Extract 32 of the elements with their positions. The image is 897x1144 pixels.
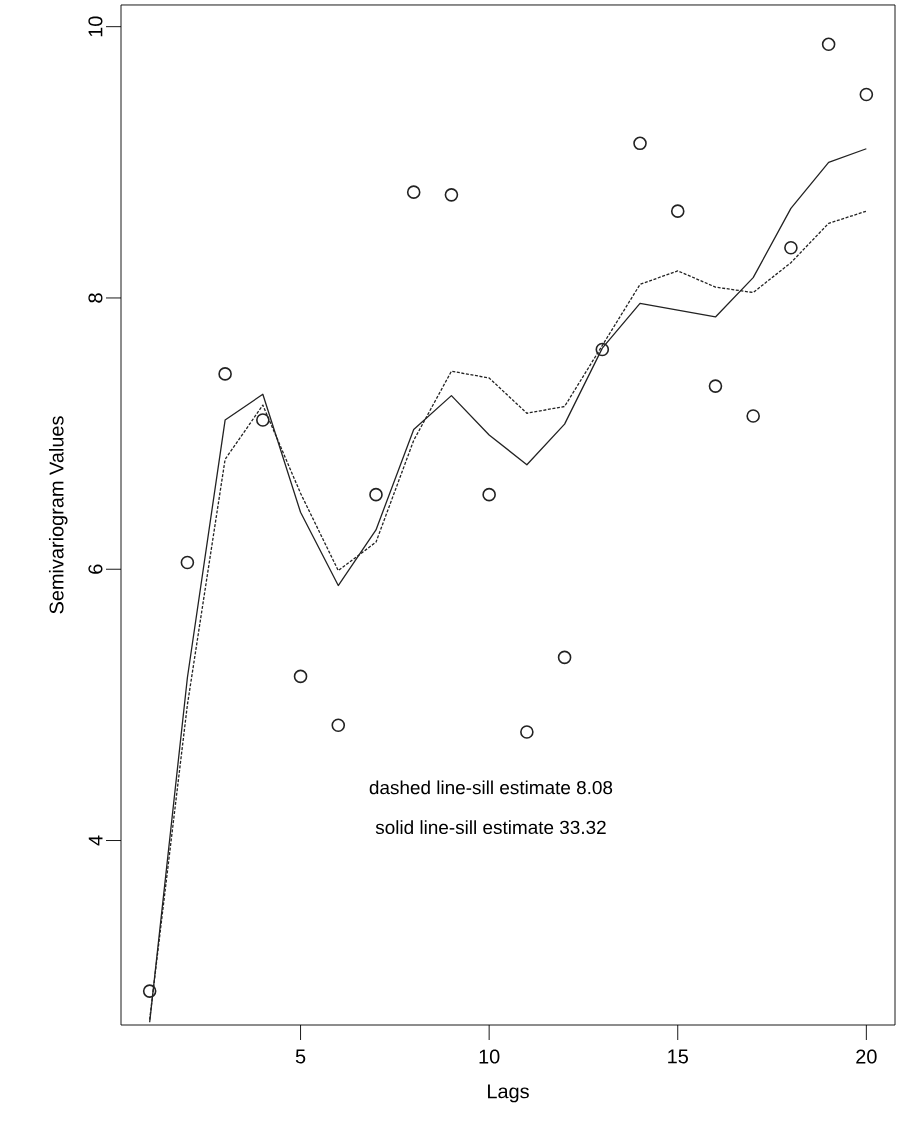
point xyxy=(557,650,572,665)
x-tick-label: 5 xyxy=(295,1049,306,1064)
point xyxy=(444,188,459,202)
point xyxy=(520,725,534,739)
point xyxy=(218,367,232,381)
annotation: dashed line-sill estimate 8.08 xyxy=(369,780,613,795)
point xyxy=(859,87,874,102)
y-axis-title: Semivariogram Values xyxy=(48,416,68,614)
point xyxy=(180,555,195,570)
point xyxy=(331,718,346,733)
point xyxy=(633,136,647,151)
point xyxy=(369,487,383,502)
point xyxy=(821,37,836,52)
point xyxy=(293,669,308,684)
annotation: solid line-sill estimate 33.32 xyxy=(375,820,606,835)
y-tick-label: 6 xyxy=(88,564,103,574)
point xyxy=(746,409,760,423)
point xyxy=(708,379,723,393)
point xyxy=(406,185,421,199)
y-tick-label: 4 xyxy=(88,835,103,846)
point xyxy=(784,240,798,255)
y-tick-label: 8 xyxy=(88,293,103,303)
x-tick-label: 10 xyxy=(479,1049,500,1064)
point xyxy=(482,487,496,502)
x-axis-title: Lags xyxy=(488,1084,529,1103)
x-tick-label: 20 xyxy=(856,1049,877,1064)
x-tick-label: 15 xyxy=(668,1049,688,1064)
point xyxy=(595,342,610,357)
point xyxy=(256,413,270,427)
point xyxy=(142,984,157,998)
y-tick-label: 10 xyxy=(88,16,103,37)
point xyxy=(670,204,685,218)
